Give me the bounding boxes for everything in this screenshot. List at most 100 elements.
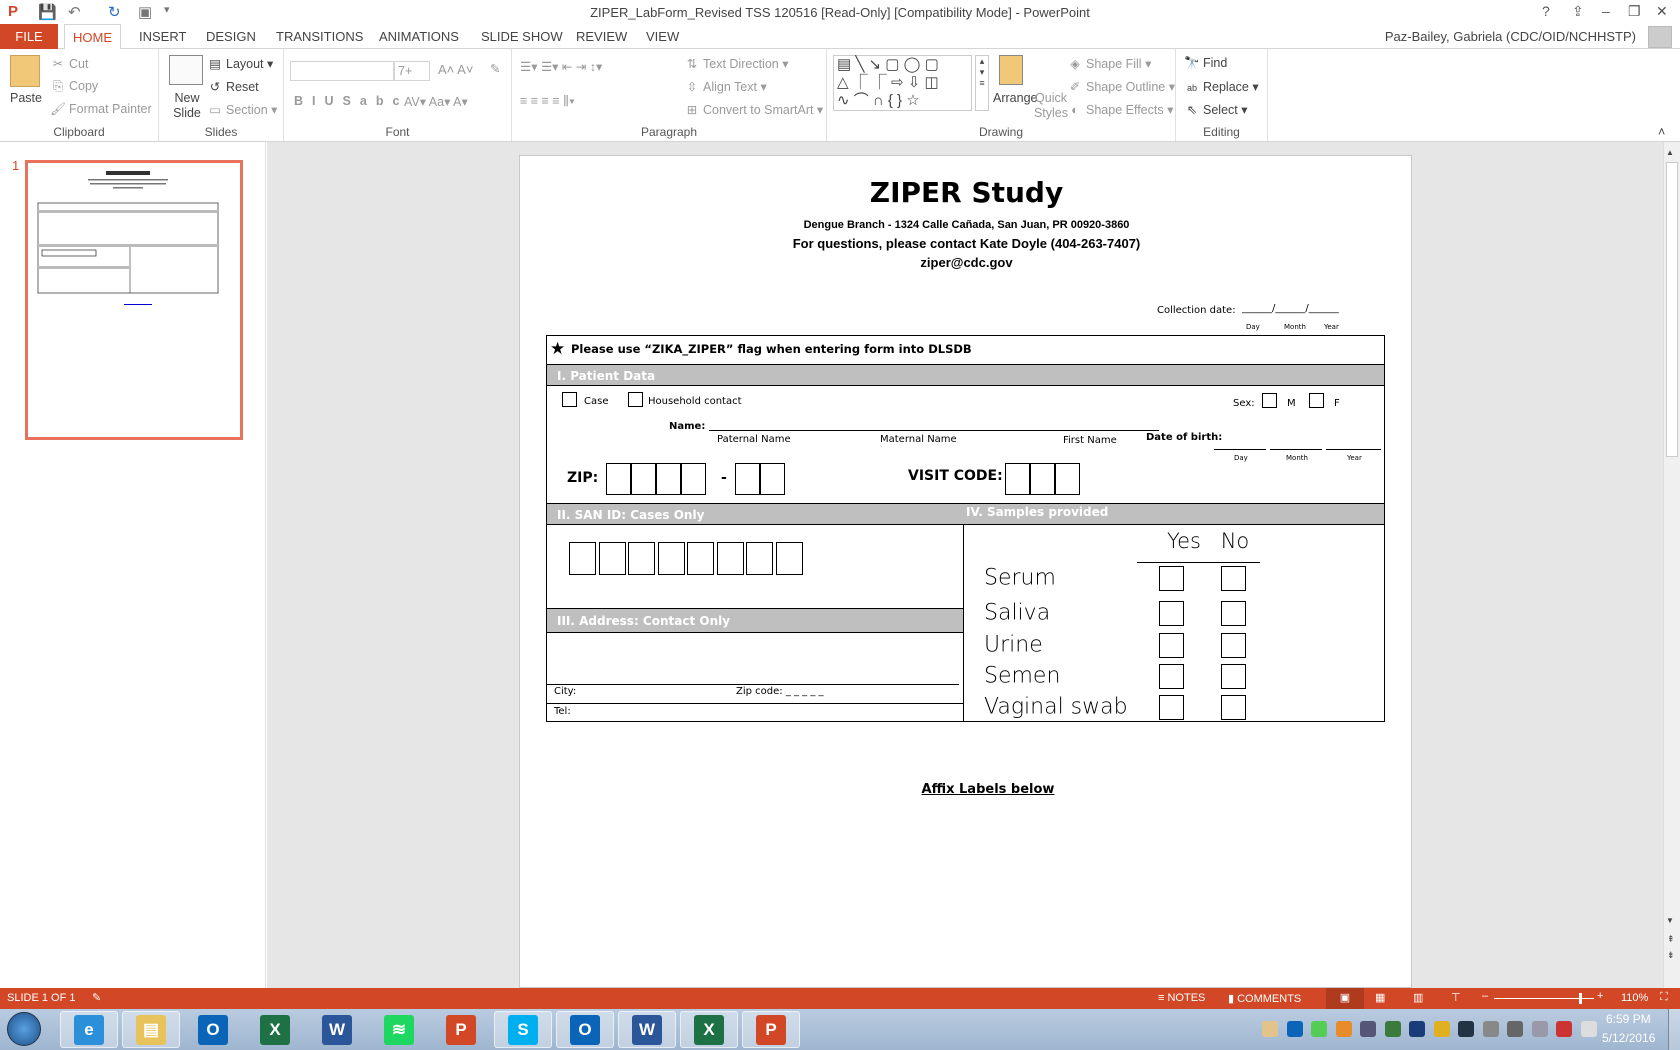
skype-taskbar-button[interactable]: S [494, 1011, 552, 1048]
font-format-icons[interactable]: BIUSabc [294, 94, 409, 108]
slideshow-view-icon[interactable]: ⊤ [1451, 992, 1461, 1004]
char-spacing-icon[interactable]: AV▾ Aa▾ A▾ [404, 95, 468, 109]
shapes-gallery-scroll[interactable]: ▴ ▾ ≡ [975, 55, 989, 111]
visit-code-box[interactable] [1055, 463, 1080, 495]
outlook-open-taskbar-button[interactable]: O [556, 1011, 614, 1048]
sample-no-checkbox[interactable] [1221, 664, 1246, 689]
user-account[interactable]: Paz-Bailey, Gabriela (CDC/OID/NCHHSTP) [1384, 29, 1636, 44]
tray-icon[interactable] [1458, 1021, 1474, 1037]
shapes-gallery[interactable]: ▤ ╲ ↘ ▢ ◯ ▢ △ ⎾ ⎾ ⇨ ⇩ ◫ ∿ ⌒ ∩ { } ☆ [833, 55, 972, 111]
collapse-ribbon-icon[interactable]: ˄ [1658, 125, 1666, 139]
close-button[interactable]: ✕ [1656, 3, 1668, 19]
restore-button[interactable]: ❐ [1628, 3, 1641, 19]
next-slide-icon[interactable]: ⇟ [1667, 950, 1675, 960]
arrange-button[interactable]: Arrange [993, 91, 1038, 105]
sex-m-checkbox[interactable] [1262, 393, 1277, 408]
zip-digit-box[interactable] [681, 463, 706, 495]
align-text-button[interactable]: Align Text [703, 80, 757, 94]
help-button[interactable]: ? [1542, 3, 1550, 19]
sample-no-checkbox[interactable] [1221, 601, 1246, 626]
sex-f-checkbox[interactable] [1309, 393, 1324, 408]
find-button[interactable]: Find [1203, 56, 1228, 70]
scroll-thumb[interactable] [1666, 162, 1678, 457]
case-checkbox[interactable] [562, 392, 577, 407]
tray-icon[interactable] [1580, 1021, 1597, 1037]
visit-code-box[interactable] [1005, 463, 1030, 495]
ribbon-display-button[interactable]: ⇪ [1572, 3, 1584, 19]
tray-icon[interactable] [1384, 1021, 1401, 1037]
shape-effects-button[interactable]: Shape Effects [1086, 103, 1164, 117]
align-icons[interactable]: ≡ ≡ ≡ ≡ ⫼▾ [520, 94, 575, 108]
word-taskbar-button[interactable]: W [308, 1011, 366, 1048]
section-button[interactable]: Section [226, 103, 268, 117]
sample-yes-checkbox[interactable] [1159, 695, 1184, 720]
outlook-taskbar-button[interactable]: O [184, 1011, 242, 1048]
spell-check-icon[interactable]: ✎ [92, 992, 102, 1004]
clear-formatting-icon[interactable]: ✎ [490, 62, 501, 76]
normal-view-icon[interactable]: ▣ [1326, 988, 1364, 1009]
paste-button[interactable]: Paste [10, 91, 42, 105]
clock-date[interactable]: 5/12/2016 [1602, 1031, 1656, 1045]
zip-digit-box[interactable] [631, 463, 656, 495]
zoom-out-button[interactable]: – [1482, 990, 1489, 1002]
redo-icon[interactable]: ↻ [108, 4, 121, 21]
sample-no-checkbox[interactable] [1221, 566, 1246, 591]
tab-design[interactable]: DESIGN [206, 29, 256, 44]
tab-animations[interactable]: ANIMATIONS [379, 29, 459, 44]
reset-button[interactable]: Reset [226, 80, 259, 94]
reading-view-icon[interactable]: ▥ [1413, 992, 1424, 1004]
file-explorer-taskbar-button[interactable]: ▤ [122, 1011, 180, 1048]
slide[interactable]: ZIPER Study Dengue Branch - 1324 Calle C… [519, 155, 1412, 988]
avatar[interactable] [1648, 26, 1672, 48]
sample-yes-checkbox[interactable] [1159, 664, 1184, 689]
font-size-select[interactable]: 7+ [394, 61, 430, 81]
shape-fill-button[interactable]: Shape Fill [1086, 57, 1142, 71]
powerpoint-open-taskbar-button[interactable]: P [742, 1011, 800, 1048]
tray-icon[interactable] [1531, 1021, 1548, 1037]
zip-digit-box[interactable] [656, 463, 681, 495]
sample-no-checkbox[interactable] [1221, 695, 1246, 720]
san-id-box[interactable] [628, 542, 655, 575]
excel-open-taskbar-button[interactable]: X [680, 1011, 738, 1048]
sample-yes-checkbox[interactable] [1159, 566, 1184, 591]
scroll-down-icon[interactable]: ▼ [1666, 916, 1674, 925]
tray-icon[interactable] [1311, 1021, 1327, 1037]
dob-year-line[interactable] [1326, 449, 1381, 450]
select-button[interactable]: Select [1203, 103, 1238, 117]
zip-digit-box[interactable] [606, 463, 631, 495]
dob-day-line[interactable] [1214, 449, 1266, 450]
tab-home[interactable]: HOME [64, 24, 121, 50]
layout-button[interactable]: Layout [226, 57, 264, 71]
start-button[interactable] [7, 1012, 41, 1046]
save-icon[interactable]: 💾 [38, 4, 57, 21]
slide-thumbnail[interactable] [25, 160, 243, 440]
san-id-box[interactable] [657, 542, 685, 575]
fit-to-window-icon[interactable]: ⛶ [1660, 991, 1668, 1003]
tray-icon[interactable] [1409, 1021, 1425, 1037]
replace-button[interactable]: Replace [1203, 80, 1249, 94]
text-direction-button[interactable]: Text Direction [703, 57, 779, 71]
visit-code-box[interactable] [1030, 463, 1055, 495]
new-slide-icon[interactable] [169, 55, 203, 85]
clock-time[interactable]: 6:59 PM [1606, 1012, 1651, 1026]
excel-taskbar-button[interactable]: X [246, 1011, 304, 1048]
word-open-taskbar-button[interactable]: W [618, 1011, 676, 1048]
zip-ext-digit-box[interactable] [735, 463, 760, 495]
zip-ext-digit-box[interactable] [760, 463, 785, 495]
household-checkbox[interactable] [628, 392, 643, 407]
previous-slide-icon[interactable]: ⇞ [1667, 934, 1675, 944]
format-painter-button[interactable]: Format Painter [69, 102, 152, 116]
copy-button[interactable]: Copy [69, 79, 99, 93]
tray-icon[interactable] [1507, 1021, 1523, 1037]
dob-month-line[interactable] [1270, 449, 1322, 450]
name-line[interactable] [709, 430, 1159, 431]
internet-explorer-taskbar-button[interactable]: e [60, 1011, 118, 1048]
zoom-slider[interactable] [1494, 998, 1594, 999]
tray-icon[interactable] [1556, 1021, 1572, 1037]
quick-styles-button[interactable]: Quick Styles [1033, 91, 1069, 120]
convert-smartart-button[interactable]: Convert to SmartArt [703, 103, 814, 117]
new-slide-button[interactable]: New Slide [173, 91, 201, 120]
sample-no-checkbox[interactable] [1221, 633, 1246, 658]
san-id-box[interactable] [775, 542, 803, 575]
font-name-select[interactable] [290, 61, 394, 81]
